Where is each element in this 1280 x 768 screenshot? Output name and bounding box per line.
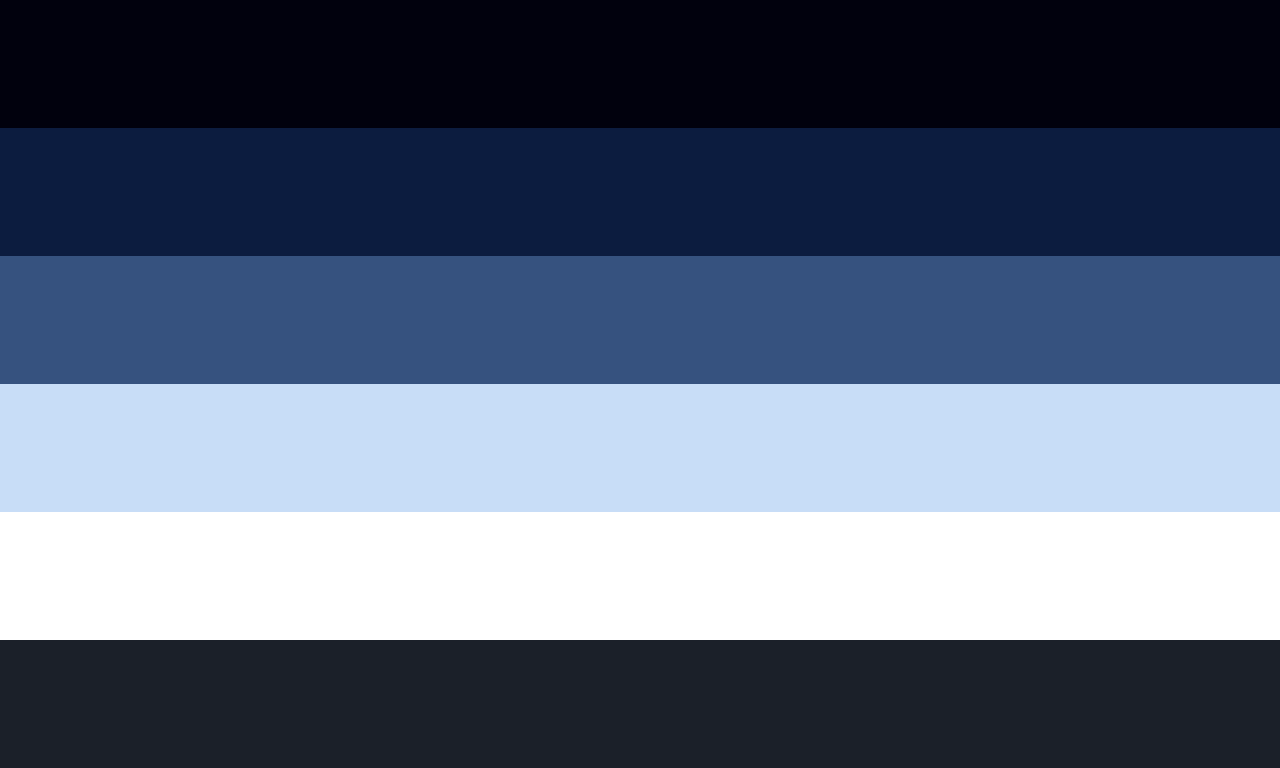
stripe-2-navy: [0, 128, 1280, 256]
stripe-1-near-black: [0, 0, 1280, 128]
stripe-6-charcoal: [0, 640, 1280, 768]
stripe-3-slate-blue: [0, 256, 1280, 384]
stripe-4-light-blue: [0, 384, 1280, 512]
stripe-5-white: [0, 512, 1280, 640]
